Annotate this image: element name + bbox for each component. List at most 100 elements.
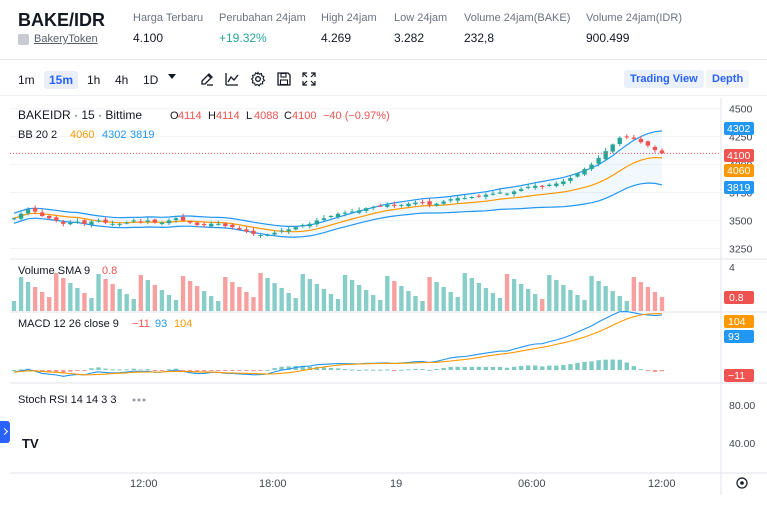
- candle-body[interactable]: [201, 224, 207, 226]
- candle-body[interactable]: [173, 218, 179, 221]
- candle-body[interactable]: [321, 218, 327, 221]
- candle-body[interactable]: [392, 204, 397, 206]
- candle-body[interactable]: [272, 232, 277, 235]
- draw-icon[interactable]: [199, 71, 215, 87]
- candle-body[interactable]: [406, 203, 411, 207]
- broker-name[interactable]: BakeryToken: [34, 33, 98, 45]
- candle-body[interactable]: [237, 228, 242, 230]
- candle-body[interactable]: [307, 223, 313, 227]
- axis-settings-icon[interactable]: [736, 477, 748, 489]
- candle-body[interactable]: [82, 220, 87, 224]
- candle-body[interactable]: [131, 220, 136, 222]
- candle-body[interactable]: [314, 220, 320, 225]
- candle-body[interactable]: [462, 198, 467, 200]
- candle-body[interactable]: [554, 183, 559, 187]
- timeframe-dropdown-icon[interactable]: [168, 74, 176, 79]
- candle-body[interactable]: [659, 150, 665, 154]
- candle-body[interactable]: [645, 141, 651, 146]
- candle-body[interactable]: [11, 218, 17, 220]
- candle-body[interactable]: [525, 186, 531, 188]
- candle-body[interactable]: [568, 178, 573, 181]
- candle-body[interactable]: [110, 223, 115, 225]
- candle-body[interactable]: [356, 210, 362, 213]
- candle-body[interactable]: [251, 230, 256, 234]
- candle-body[interactable]: [448, 199, 453, 201]
- candle-body[interactable]: [589, 164, 594, 170]
- candle-body[interactable]: [54, 217, 59, 221]
- candle-body[interactable]: [561, 181, 566, 185]
- candle-body[interactable]: [540, 185, 545, 187]
- candle-body[interactable]: [385, 204, 390, 207]
- candle-body[interactable]: [497, 192, 503, 194]
- candle-body[interactable]: [159, 222, 165, 225]
- candle-body[interactable]: [25, 209, 31, 214]
- candle-body[interactable]: [399, 204, 404, 206]
- candle-body[interactable]: [533, 185, 538, 188]
- broker-link[interactable]: BakeryToken: [18, 33, 98, 45]
- candle-body[interactable]: [293, 227, 298, 230]
- candle-body[interactable]: [504, 193, 510, 195]
- candle-body[interactable]: [335, 213, 341, 217]
- candle-body[interactable]: [300, 224, 305, 227]
- candle-body[interactable]: [371, 207, 376, 209]
- candle-body[interactable]: [610, 144, 615, 152]
- settings-icon[interactable]: [250, 71, 266, 87]
- candle-body[interactable]: [47, 216, 52, 219]
- candle-body[interactable]: [152, 219, 158, 223]
- trading-view-button[interactable]: Trading View: [624, 70, 704, 88]
- indicator-icon[interactable]: [224, 71, 240, 87]
- candle-body[interactable]: [265, 235, 270, 236]
- timeframe-1m[interactable]: 1m: [18, 73, 35, 87]
- candle-body[interactable]: [32, 207, 38, 212]
- candle-body[interactable]: [328, 216, 334, 217]
- candle-body[interactable]: [582, 169, 587, 175]
- candle-body[interactable]: [223, 223, 228, 227]
- candle-body[interactable]: [469, 197, 475, 198]
- candle-body[interactable]: [483, 194, 489, 197]
- candle-body[interactable]: [638, 138, 644, 143]
- candle-body[interactable]: [378, 205, 383, 207]
- candle-body[interactable]: [476, 195, 482, 197]
- candle-body[interactable]: [89, 221, 94, 225]
- candle-body[interactable]: [286, 229, 291, 232]
- candle-body[interactable]: [441, 201, 446, 204]
- timeframe-1h[interactable]: 1h: [87, 73, 101, 87]
- candle-body[interactable]: [68, 222, 73, 225]
- candle-body[interactable]: [547, 184, 552, 187]
- candle-body[interactable]: [349, 211, 355, 213]
- candle-body[interactable]: [631, 137, 637, 139]
- candle-body[interactable]: [455, 198, 460, 201]
- candle-body[interactable]: [18, 213, 24, 219]
- candle-body[interactable]: [624, 136, 629, 138]
- candle-body[interactable]: [166, 220, 172, 224]
- more-dots-icon[interactable]: [142, 398, 146, 402]
- candle-body[interactable]: [75, 221, 80, 223]
- candle-body[interactable]: [434, 203, 439, 206]
- candle-body[interactable]: [652, 146, 658, 151]
- fullscreen-icon[interactable]: [301, 71, 317, 87]
- candle-body[interactable]: [230, 224, 235, 228]
- candle-body[interactable]: [117, 223, 122, 225]
- candle-body[interactable]: [180, 216, 186, 221]
- timeframe-15m[interactable]: 15m: [44, 71, 79, 89]
- candle-body[interactable]: [603, 151, 608, 160]
- price-chart[interactable]: 4500425040003750350032504302410040603819…: [10, 98, 767, 495]
- candle-body[interactable]: [103, 219, 108, 223]
- candle-body[interactable]: [138, 221, 143, 223]
- candle-body[interactable]: [617, 137, 622, 145]
- candle-body[interactable]: [244, 229, 249, 232]
- expand-sidebar-toggle[interactable]: [0, 421, 10, 443]
- candle-body[interactable]: [145, 220, 151, 222]
- candle-body[interactable]: [363, 208, 369, 211]
- more-dots-icon[interactable]: [132, 398, 136, 402]
- candle-body[interactable]: [342, 212, 348, 214]
- candle-body[interactable]: [258, 235, 263, 236]
- candle-body[interactable]: [511, 191, 517, 195]
- timeframe-1d[interactable]: 1D: [143, 73, 159, 87]
- candle-body[interactable]: [490, 193, 496, 195]
- candle-body[interactable]: [216, 223, 221, 225]
- candle-body[interactable]: [413, 202, 418, 205]
- candle-body[interactable]: [420, 202, 425, 204]
- candle-body[interactable]: [575, 173, 580, 177]
- candle-body[interactable]: [39, 212, 45, 216]
